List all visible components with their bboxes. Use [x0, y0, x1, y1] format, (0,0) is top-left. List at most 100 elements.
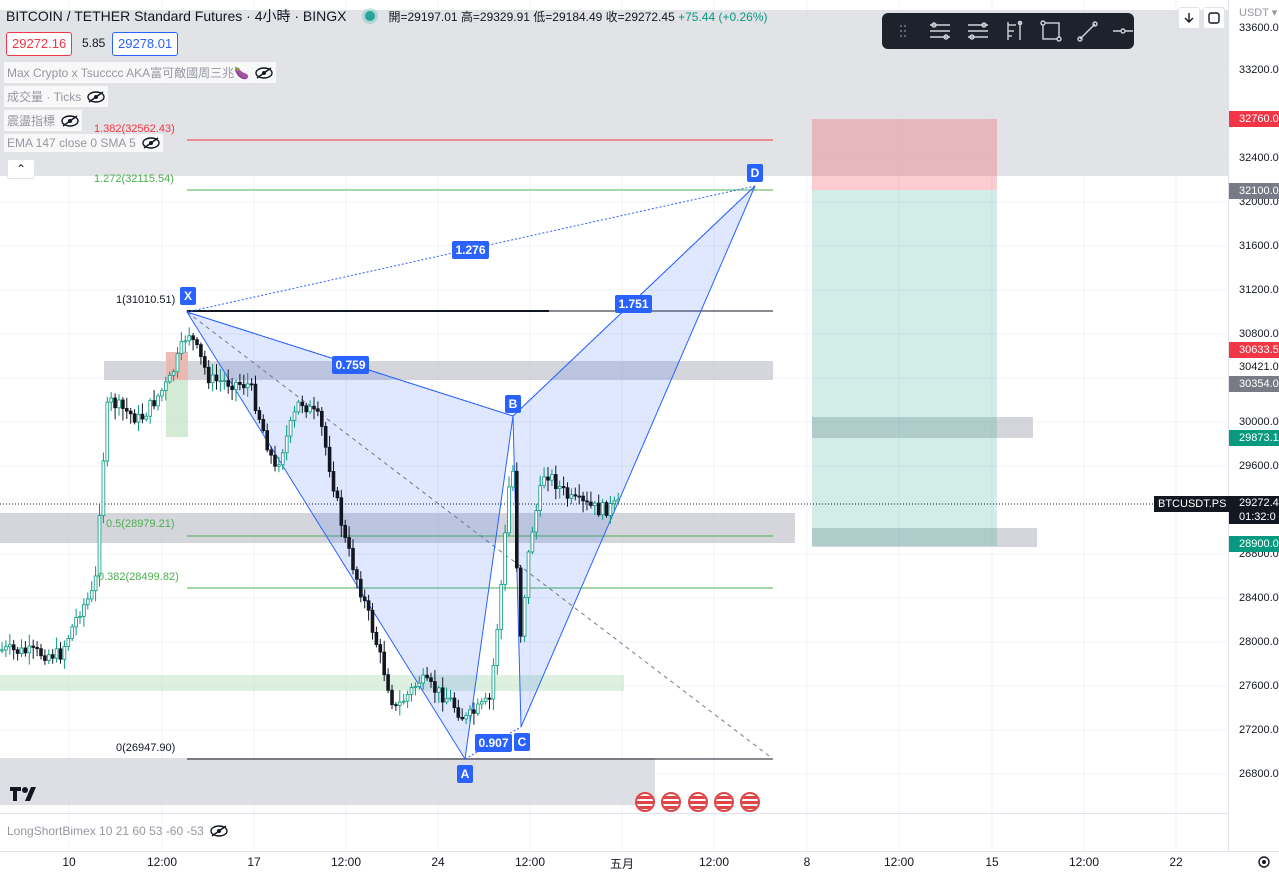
sell-price-button[interactable]: 29272.16	[6, 32, 73, 56]
eye-hidden-icon[interactable]	[61, 114, 79, 127]
point-c-label[interactable]: C	[514, 733, 530, 751]
indicator-legend-3[interactable]: 震盪指標	[4, 110, 83, 131]
candle-body	[534, 510, 539, 533]
trend-line-icon[interactable]	[1076, 19, 1098, 43]
candle-body	[464, 715, 468, 720]
indicator-legend-1[interactable]: Max Crypto x Tsucccc AKA富可敵國周三兆🍆	[4, 62, 277, 83]
eye-hidden-icon[interactable]	[87, 90, 105, 103]
indicator-label: EMA 147 close 0 SMA 5	[7, 136, 136, 150]
candle-body	[433, 681, 437, 693]
candle-body	[4, 646, 8, 651]
candle-body	[136, 413, 141, 423]
candle-body	[397, 701, 402, 706]
short-position-icon[interactable]	[966, 19, 990, 43]
us-flag-event-icon[interactable]	[714, 792, 734, 812]
footer-indicator-legend[interactable]: LongShortBimex 10 21 60 53 -60 -53	[4, 822, 231, 840]
tradingview-logo[interactable]	[9, 784, 41, 807]
candle-body	[109, 397, 114, 403]
currency-selector[interactable]: USDT ▾	[1239, 7, 1278, 19]
candle-body	[144, 415, 149, 420]
candle-body	[160, 390, 164, 397]
pane-separator[interactable]	[0, 813, 1228, 814]
candle-body	[472, 709, 476, 714]
candle-body	[362, 596, 367, 602]
snapshot-icon[interactable]	[1203, 7, 1225, 29]
candle-body	[358, 578, 363, 598]
gear-icon[interactable]	[1256, 854, 1272, 870]
last-price-tag: 29272.4	[1229, 496, 1279, 510]
candle-body	[522, 597, 527, 637]
candle-body	[78, 615, 82, 618]
download-icon[interactable]	[1178, 7, 1200, 29]
candle-body	[413, 686, 418, 688]
eye-hidden-icon[interactable]	[210, 825, 228, 837]
us-flag-event-icon[interactable]	[661, 792, 681, 812]
eye-hidden-icon[interactable]	[255, 66, 273, 79]
indicator-legend-2[interactable]: 成交量 · Ticks	[4, 86, 109, 107]
buy-price-button[interactable]: 29278.01	[112, 32, 179, 56]
candle-body	[234, 382, 238, 391]
candle-body	[19, 647, 24, 654]
price-tag: 30633.5	[1229, 342, 1279, 358]
candle-body	[479, 701, 484, 705]
candle-body	[191, 335, 195, 341]
collapse-legend-button[interactable]: ⌃	[7, 159, 35, 179]
us-flag-event-icon[interactable]	[688, 792, 708, 812]
candle-body	[175, 353, 180, 373]
price-tag-target: 28900.0	[1229, 536, 1279, 552]
candle-body	[581, 495, 585, 502]
fib-tool-icon[interactable]	[1004, 19, 1026, 43]
point-x-label[interactable]: X	[180, 287, 196, 305]
candle-body	[62, 646, 67, 660]
indicator-legend-4[interactable]: EMA 147 close 0 SMA 5	[4, 134, 163, 152]
candle-body	[335, 490, 340, 499]
candle-body	[409, 687, 414, 695]
candle-body	[261, 419, 266, 432]
time-axis[interactable]: 10 12:00 17 12:00 24 12:00 五月 12:00 8 12…	[0, 851, 1279, 871]
candle-body	[507, 486, 511, 534]
fib-label: 1.272(32115.54)	[94, 173, 174, 185]
indicator-label: LongShortBimex 10 21 60 53 -60 -53	[7, 824, 204, 838]
ohlc-text: 開=29197.01 高=29329.91 低=29184.49 收=29272…	[388, 9, 675, 24]
ratio-ac-label: 0.907	[475, 734, 512, 752]
candle-body	[339, 497, 344, 526]
candle-body	[58, 648, 63, 660]
candle-body	[277, 464, 281, 467]
horizontal-line-icon[interactable]	[1112, 19, 1134, 43]
candle-body	[74, 617, 78, 628]
candle-body	[421, 674, 425, 684]
price-tick: 27600.00	[1239, 680, 1279, 692]
time-tick: 15	[985, 855, 999, 869]
us-flag-event-icon[interactable]	[635, 792, 655, 812]
candle-body	[11, 644, 16, 651]
candle-body	[148, 400, 153, 417]
point-a-label[interactable]: A	[457, 765, 473, 783]
us-flag-event-icon[interactable]	[740, 792, 760, 812]
candle-body	[218, 380, 223, 383]
fib-label: 1.382(32562.43)	[94, 123, 175, 135]
point-d-label[interactable]: D	[747, 164, 763, 182]
candle-body	[269, 449, 273, 456]
long-position-icon[interactable]	[928, 19, 952, 43]
candle-body	[538, 485, 542, 511]
candle-body	[596, 502, 601, 516]
time-tick: 24	[431, 855, 445, 869]
candle-body	[483, 697, 488, 703]
drag-handle-icon[interactable]	[892, 19, 914, 43]
price-axis[interactable]: USDT ▾ 33600.00 33200.00 32400.00 32000.…	[1228, 0, 1279, 851]
price-tick: 29600.00	[1239, 460, 1279, 472]
candle-body	[156, 395, 160, 407]
point-b-label[interactable]: B	[505, 395, 521, 413]
candle-body	[163, 381, 168, 392]
candle-body	[526, 551, 531, 598]
zone-band	[0, 513, 795, 543]
symbol-title[interactable]: BITCOIN / TETHER Standard Futures · 4小時 …	[6, 8, 347, 24]
price-tick: 31600.00	[1239, 240, 1279, 252]
chart-canvas[interactable]	[0, 0, 1228, 851]
rectangle-icon[interactable]	[1040, 19, 1062, 43]
price-tick: 28000.00	[1239, 636, 1279, 648]
eye-hidden-icon[interactable]	[142, 137, 160, 149]
candle-body	[152, 400, 156, 407]
price-tag: 30421.0	[1229, 359, 1279, 375]
candle-body	[460, 716, 464, 720]
